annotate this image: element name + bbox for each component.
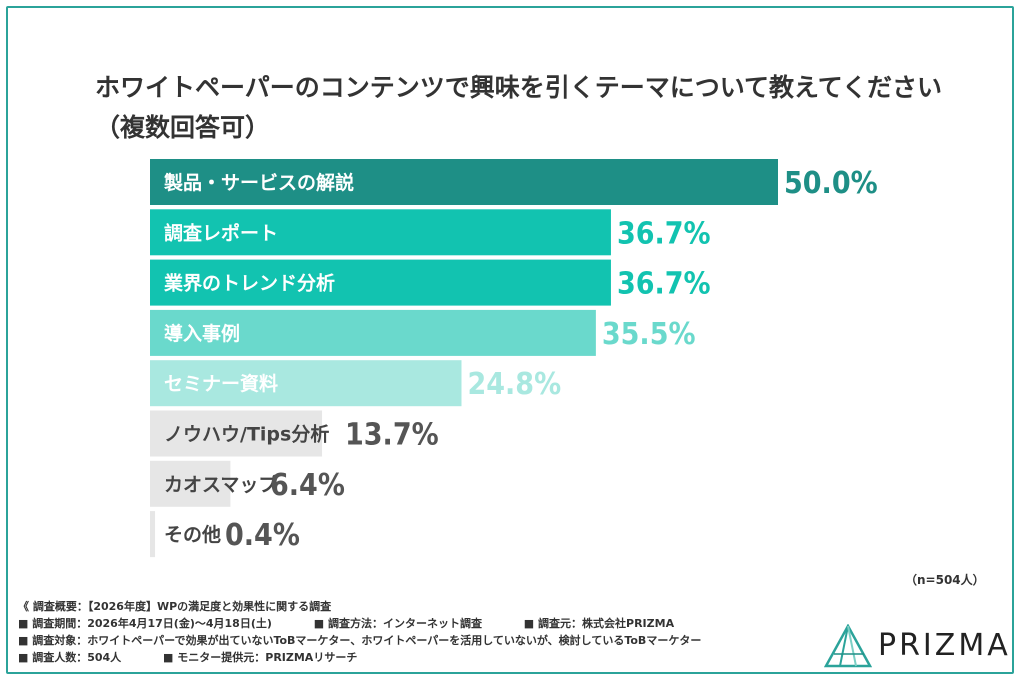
category-label-4: セミナー資料 (164, 372, 278, 395)
bar-6 (150, 460, 231, 507)
value-label-6: 6.4% (270, 468, 345, 503)
value-label-1: 36.7% (617, 216, 711, 251)
bar-4 (150, 360, 462, 407)
category-label-3: 導入事例 (164, 322, 240, 345)
value-label-5: 13.7% (345, 418, 439, 453)
value-label-4: 24.8% (467, 367, 561, 402)
bar-1 (150, 209, 611, 256)
bar-2 (150, 259, 611, 306)
notes-source: ■ 調査元：株式会社PRIZMA (523, 617, 675, 630)
category-label-5: ノウハウ/Tips分析 (164, 423, 329, 446)
notes-count: ■ 調査人数：504人 (18, 651, 122, 664)
category-label-2: 業界のトレンド分析 (163, 272, 335, 295)
category-label-6: カオスマップ (164, 473, 278, 496)
value-label-7: 0.4% (225, 518, 300, 553)
category-label-1: 調査レポート (164, 221, 278, 244)
bar-0 (150, 159, 778, 205)
brand-logo: PRIZMA (823, 623, 1011, 668)
survey-notes: 《 調査概要：【2026年度】WPの満足度と効果性に関する調査 ■ 調査期間：2… (18, 598, 838, 666)
notes-heading: 《 調査概要：【2026年度】WPの満足度と効果性に関する調査 (18, 600, 332, 613)
value-label-3: 35.5% (602, 317, 696, 352)
bar-5 (150, 410, 323, 457)
brand-name: PRIZMA (878, 628, 1011, 663)
value-label-0: 50.0% (784, 166, 878, 201)
bar-3 (150, 309, 596, 356)
notes-provider: ■ モニター提供元：PRIZMAリサーチ (163, 651, 358, 664)
value-label-2: 36.7% (617, 267, 711, 302)
category-label-0: 製品・サービスの解説 (163, 171, 354, 194)
prism-triangle-icon (823, 623, 873, 668)
notes-target: ■ 調査対象：ホワイトペーパーで効果が出ていないToBマーケター、ホワイトペーパ… (18, 634, 702, 647)
sample-size: （n=504人） (905, 573, 985, 587)
category-label-7: その他 (164, 523, 221, 546)
chart-title: ホワイトペーパーのコンテンツで興味を引くテーマについて教えてください（複数回答可… (95, 73, 943, 142)
bar-7 (150, 511, 156, 558)
notes-method: ■ 調査方法：インターネット調査 (313, 617, 482, 630)
notes-period: ■ 調査期間：2026年4月17日(金)〜4月18日(土) (18, 617, 272, 630)
chart-frame (6, 6, 1014, 674)
